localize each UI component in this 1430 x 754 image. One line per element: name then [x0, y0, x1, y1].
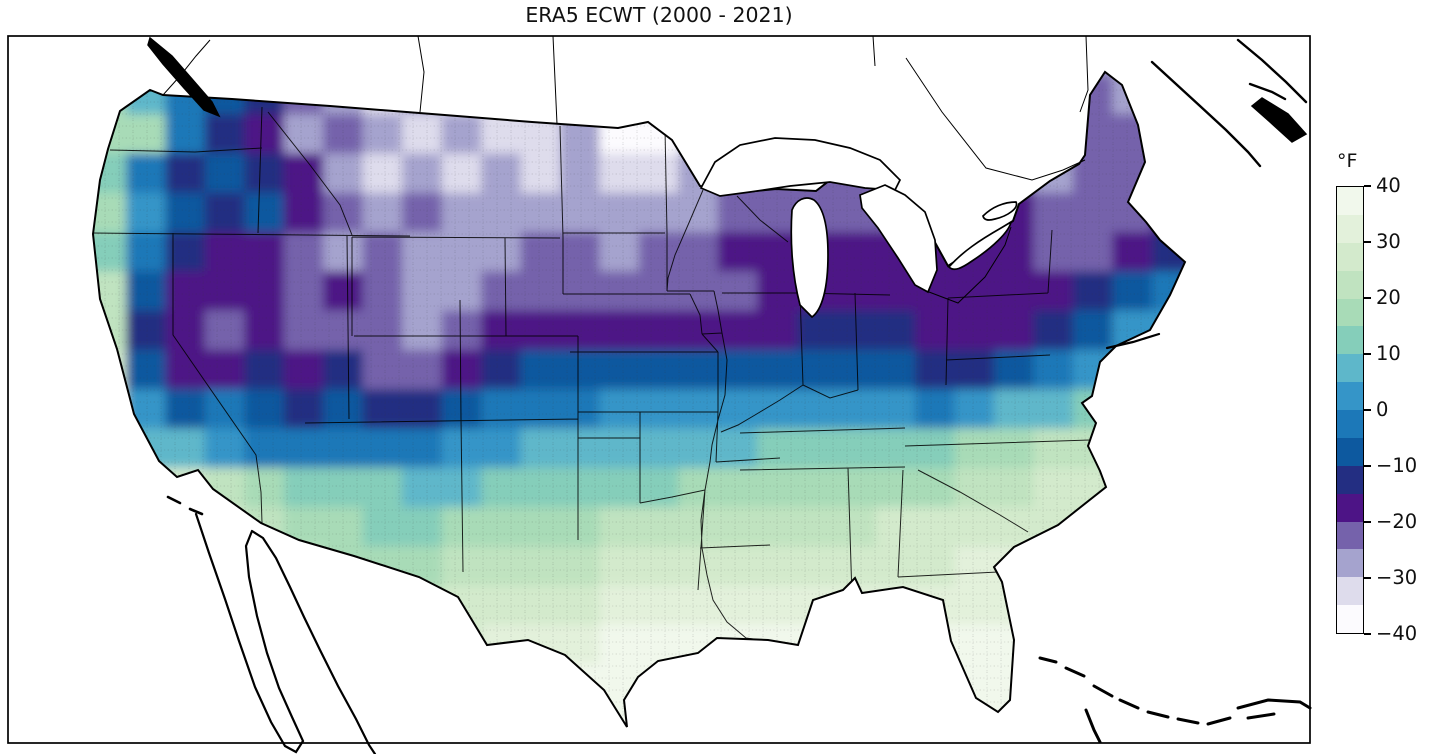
bahamas-islands [1038, 656, 1232, 744]
lake-ontario [982, 201, 1018, 221]
plot-area-border [7, 35, 1311, 744]
great-lakes [699, 137, 1018, 319]
canada-boundaries [162, 35, 1089, 304]
state-boundaries [93, 106, 1091, 642]
baja-mexico-outline [194, 512, 377, 754]
lake-superior [699, 137, 902, 197]
cuba-outline [1236, 698, 1312, 720]
channel-islands [166, 495, 204, 516]
nova-scotia [1250, 97, 1308, 143]
lake-michigan [790, 197, 829, 319]
vancouver-island [147, 36, 221, 118]
lake-erie [947, 220, 1013, 271]
coastal-features [147, 36, 1312, 754]
long-island [1105, 332, 1161, 350]
lake-huron [859, 184, 938, 294]
figure-title: ERA5 ECWT (2000 - 2021) [525, 3, 793, 27]
maritimes-coast [1150, 38, 1308, 168]
